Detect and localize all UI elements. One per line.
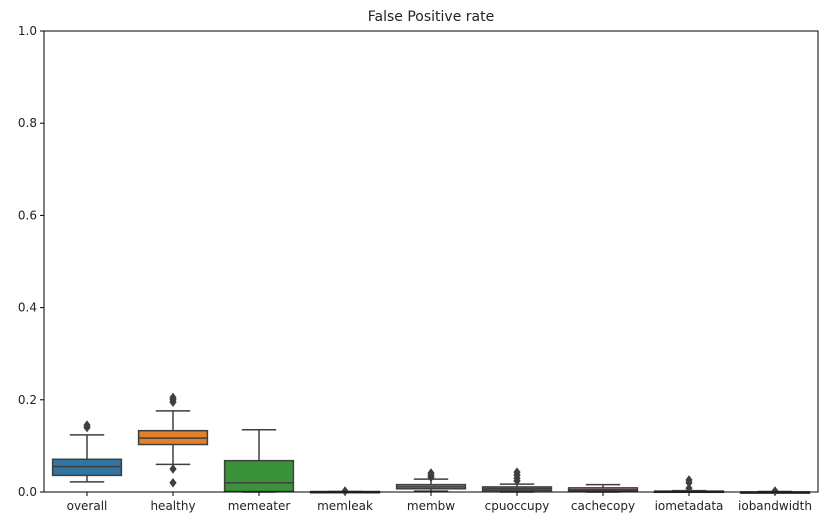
y-tick-label: 0.6 [18, 208, 37, 222]
y-tick-label: 0.4 [18, 301, 37, 315]
box-memleak [311, 487, 380, 495]
box-healthy [139, 393, 208, 486]
x-tick-label: cachecopy [571, 499, 635, 513]
chart-title: False Positive rate [368, 9, 494, 25]
y-tick-label: 0.0 [18, 485, 37, 499]
y-axis: 0.0 0.2 0.4 0.6 0.8 1.0 [18, 24, 44, 499]
y-tick-label: 0.8 [18, 116, 37, 130]
y-tick-label: 0.2 [18, 393, 37, 407]
y-tick-label: 1.0 [18, 24, 37, 38]
x-tick-label: memleak [317, 499, 373, 513]
box-membw [397, 469, 466, 491]
box-memeater [225, 430, 294, 492]
box-cachecopy [569, 485, 638, 492]
boxes-group [53, 393, 810, 495]
x-tick-label: iobandwidth [738, 499, 812, 513]
box-iobandwidth [741, 487, 810, 495]
x-tick-label: overall [67, 499, 108, 513]
box-iometadata [655, 476, 724, 492]
outlier-point [170, 479, 176, 487]
plot-frame [44, 31, 818, 492]
outlier-point [170, 465, 176, 473]
x-tick-label: membw [407, 499, 455, 513]
box-overall [53, 421, 122, 482]
x-tick-label: healthy [150, 499, 195, 513]
box-body [225, 461, 294, 492]
x-tick-label: cpuoccupy [485, 499, 550, 513]
x-tick-label: memeater [228, 499, 291, 513]
x-tick-label: iometadata [655, 499, 724, 513]
x-axis: overall healthy memeater memleak membw cpuocc… [67, 492, 812, 513]
box-cpuoccupy [483, 468, 552, 492]
outlier-point [342, 487, 348, 495]
